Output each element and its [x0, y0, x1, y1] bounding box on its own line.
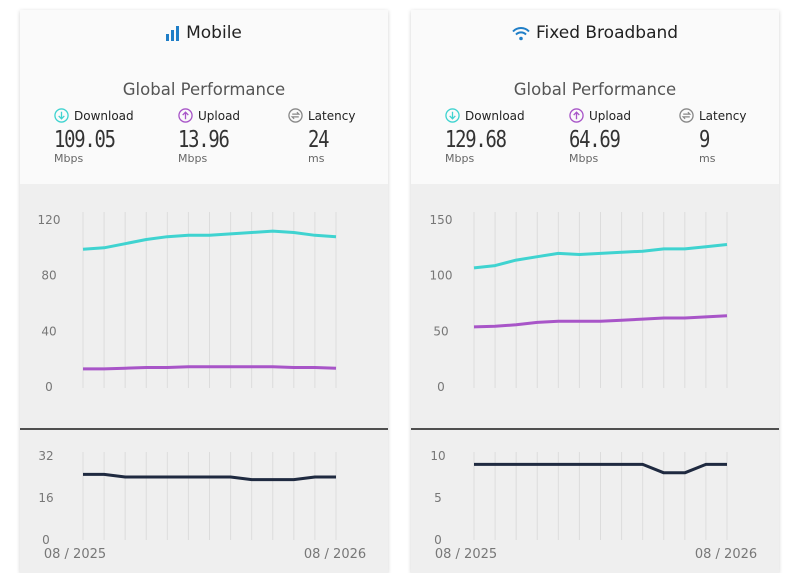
fixed-broadband-card: Fixed Broadband Global Performance Downl… [411, 10, 779, 573]
download-metric: Download 129.68 Mbps [445, 108, 525, 165]
x-end-label: 08 / 2026 [304, 547, 366, 562]
y-tick-label: 0 [437, 380, 445, 394]
metric-unit: ms [308, 152, 325, 165]
x-start-label: 08 / 2025 [44, 547, 106, 562]
y-tick-label: 80 [41, 269, 56, 283]
latency-series-line [83, 472, 336, 482]
y-tick-label: 150 [430, 213, 453, 227]
metric-unit: Mbps [569, 152, 599, 165]
y-tick-label: 50 [433, 324, 448, 338]
mobile-card: Mobile Global Performance Download 109.0… [20, 10, 388, 573]
upload-metric: Upload 13.96 Mbps [178, 108, 240, 165]
chart-background [411, 184, 779, 573]
metric-value: 9 [699, 127, 710, 153]
upload-icon [569, 108, 584, 123]
y-tick-label: 100 [430, 269, 453, 283]
y-tick-label: 0 [434, 533, 442, 547]
card-title: Mobile [186, 23, 242, 43]
latency-metric: Latency 9 ms [679, 108, 746, 165]
upload-series-line [473, 314, 728, 329]
x-start-label: 08 / 2025 [435, 547, 497, 562]
latency-icon [288, 108, 303, 123]
metric-label: Latency [699, 108, 747, 123]
upload-series-line [83, 365, 337, 371]
y-tick-label: 0 [45, 380, 53, 394]
y-tick-label: 10 [430, 449, 445, 463]
metric-value: 24 [308, 127, 329, 153]
download-series-line [473, 243, 728, 270]
card-title: Fixed Broadband [535, 23, 679, 43]
metric-unit: ms [699, 152, 716, 165]
metric-label: Upload [198, 108, 241, 123]
y-tick-label: 120 [38, 213, 61, 227]
card-header: Fixed Broadband [411, 10, 779, 56]
y-tick-label: 32 [38, 449, 53, 463]
performance-title: Global Performance [122, 80, 286, 99]
metric-unit: Mbps [178, 152, 208, 165]
download-icon [54, 108, 69, 123]
y-tick-label: 40 [41, 324, 56, 338]
metric-unit: Mbps [54, 152, 84, 165]
upload-metric: Upload 64.69 Mbps [569, 108, 631, 165]
metric-value: 109.05 [54, 127, 116, 153]
latency-series-line [474, 462, 727, 475]
metric-unit: Mbps [445, 152, 475, 165]
metrics-row: Download 129.68 Mbps Upload 64.69 Mbps L… [411, 108, 779, 184]
download-series-line [82, 229, 337, 251]
metric-value: 129.68 [445, 127, 507, 153]
download-metric: Download 109.05 Mbps [54, 108, 134, 165]
card-header: Mobile [20, 10, 388, 56]
metric-label: Latency [308, 108, 356, 123]
metric-value: 13.96 [178, 127, 230, 153]
signal-bars-icon [166, 26, 180, 41]
x-end-label: 08 / 2026 [695, 547, 757, 562]
metric-label: Upload [589, 108, 632, 123]
metrics-row: Download 109.05 Mbps Upload 13.96 Mbps L… [20, 108, 388, 184]
y-tick-label: 0 [42, 533, 50, 547]
metric-label: Download [465, 108, 525, 123]
latency-metric: Latency 24 ms [288, 108, 355, 165]
metric-label: Download [74, 108, 134, 123]
metric-value: 64.69 [569, 127, 621, 153]
y-tick-label: 16 [38, 491, 53, 505]
chart-background [20, 184, 388, 573]
wifi-icon [512, 26, 530, 40]
download-icon [445, 108, 460, 123]
performance-title: Global Performance [513, 80, 677, 99]
y-tick-label: 5 [434, 491, 442, 505]
latency-icon [679, 108, 694, 123]
upload-icon [178, 108, 193, 123]
